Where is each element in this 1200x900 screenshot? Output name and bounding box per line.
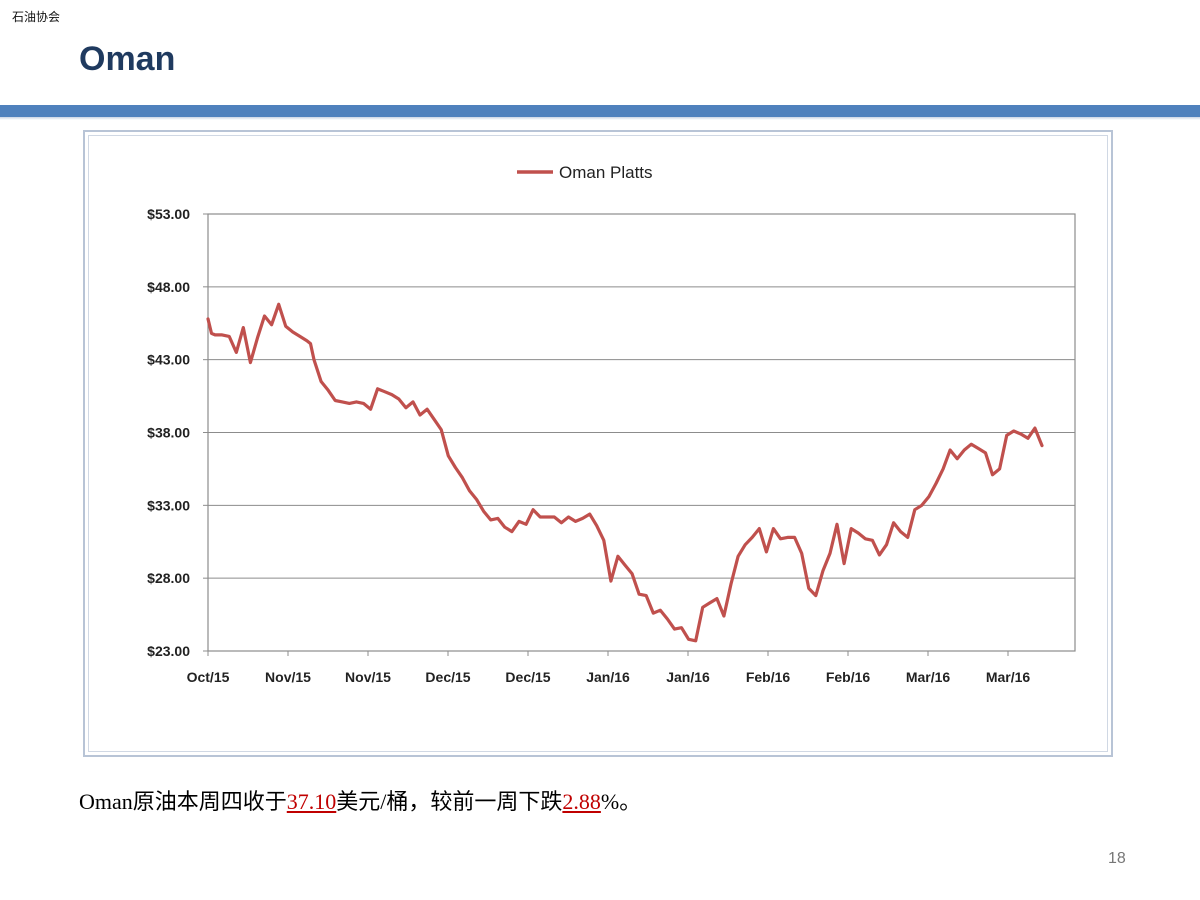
y-tick-label: $48.00 xyxy=(147,279,190,295)
page-number: 18 xyxy=(1108,850,1126,867)
chart-frame: $53.00 $48.00 $43.00 $38.00 $33.00 $28.00 $23.… xyxy=(83,130,1113,757)
y-tick-label: $38.00 xyxy=(147,425,190,441)
organization-label: 石油协会 xyxy=(12,10,61,24)
x-tick-label: Mar/16 xyxy=(906,669,951,685)
x-tick-label: Feb/16 xyxy=(746,669,791,685)
summary-text-before: Oman原油本周四收于 xyxy=(79,789,287,814)
y-tick-label: $53.00 xyxy=(147,206,190,222)
summary-change: 2.88 xyxy=(562,789,601,814)
x-tick-label: Jan/16 xyxy=(666,669,710,685)
x-tick-label: Oct/15 xyxy=(187,669,230,685)
y-tick-label: $43.00 xyxy=(147,352,190,368)
summary-text-after: %。 xyxy=(600,789,642,814)
summary-text: Oman原油本周四收于37.10美元/桶，较前一周下跌2.88%。 xyxy=(79,784,641,816)
y-tick-label: $28.00 xyxy=(147,570,190,586)
slide-title: Oman xyxy=(79,40,176,78)
series-line-oman-platts xyxy=(206,302,1044,643)
y-tick-label: $23.00 xyxy=(147,643,190,659)
x-tick-label: Jan/16 xyxy=(586,669,630,685)
series-layer xyxy=(206,302,1044,643)
summary-price: 37.10 xyxy=(286,789,337,814)
title-divider-band xyxy=(0,105,1200,117)
oman-price-chart: $53.00 $48.00 $43.00 $38.00 $33.00 $28.00 $23.… xyxy=(147,163,1076,685)
summary-text-middle: 美元/桶，较前一周下跌 xyxy=(336,789,563,814)
y-tick-label: $33.00 xyxy=(147,497,190,513)
x-tick-label: Dec/15 xyxy=(425,669,470,685)
x-tick-label: Dec/15 xyxy=(505,669,550,685)
x-tick-label: Feb/16 xyxy=(826,669,871,685)
title-divider-shadow xyxy=(0,117,1200,120)
axis-layer: $53.00 $48.00 $43.00 $38.00 $33.00 $28.00 $23.… xyxy=(147,206,1030,685)
chart-frame-inner-border xyxy=(88,135,1108,752)
grid-layer xyxy=(207,213,1076,652)
legend: Oman Platts xyxy=(517,163,653,182)
x-tick-label: Mar/16 xyxy=(986,669,1031,685)
x-tick-label: Nov/15 xyxy=(345,669,391,685)
x-tick-label: Nov/15 xyxy=(265,669,311,685)
legend-label: Oman Platts xyxy=(559,163,653,182)
